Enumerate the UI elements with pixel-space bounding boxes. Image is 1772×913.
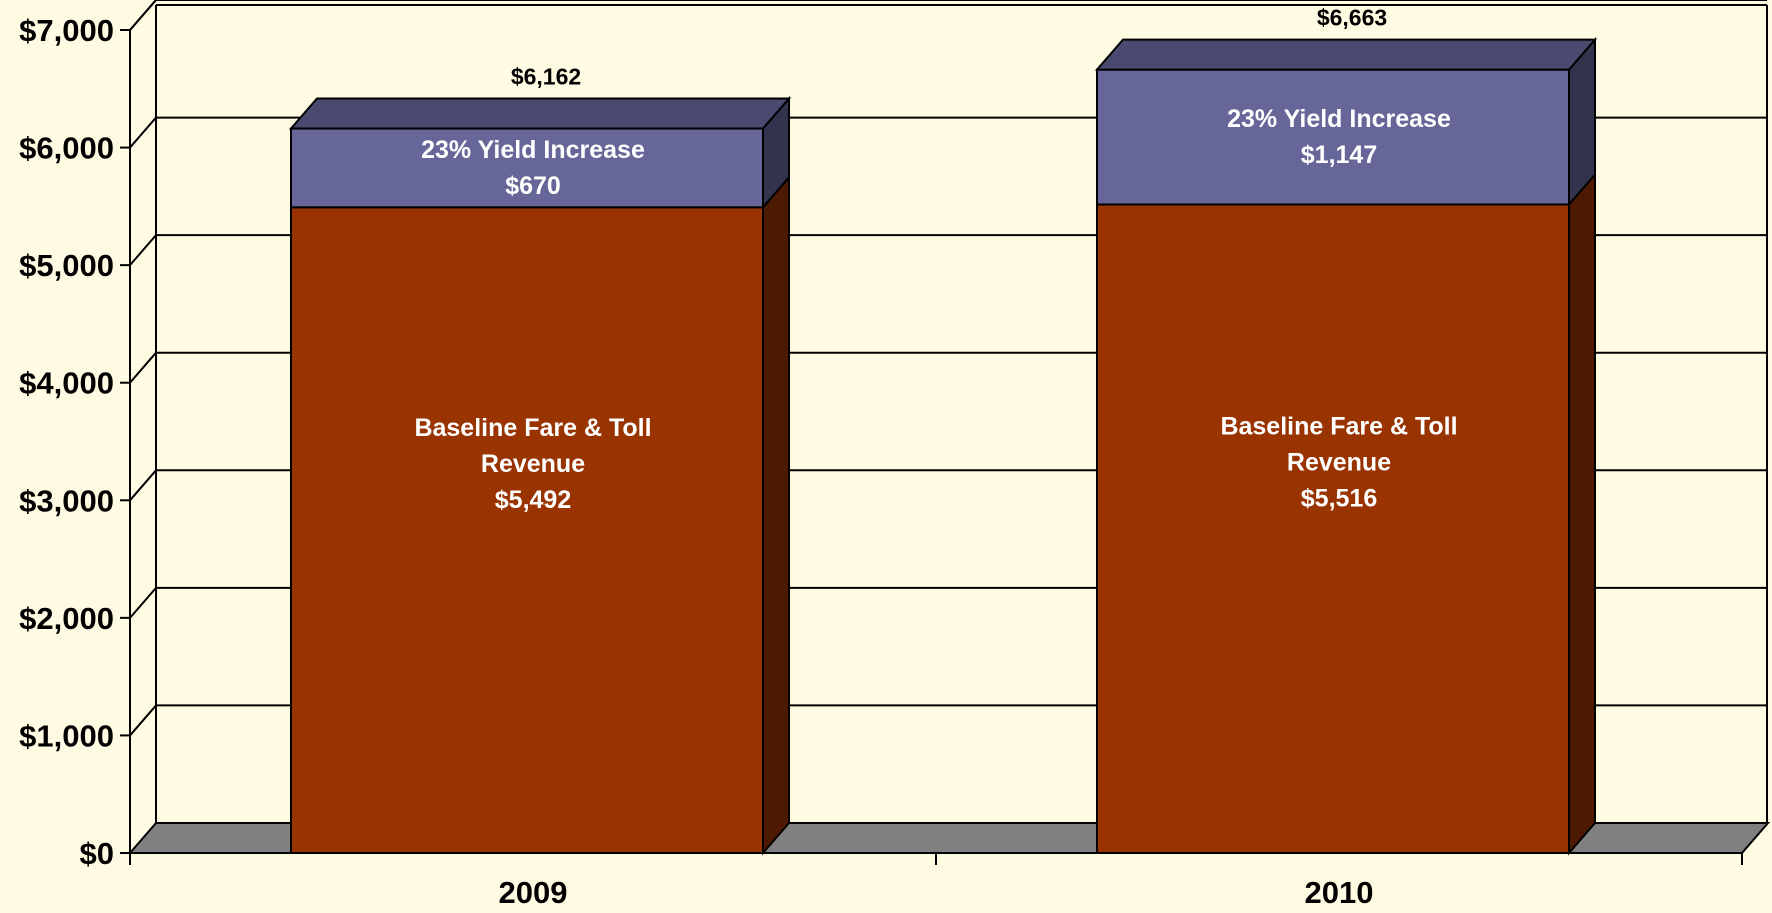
bar-yield-2010 xyxy=(1096,68,1570,206)
segment-label-baseline: $5,492 xyxy=(495,486,571,514)
bar-baseline-side-2010 xyxy=(1568,171,1596,856)
bar-baseline-side-2009 xyxy=(762,174,790,856)
bar-yield-2009 xyxy=(290,127,764,209)
y-tick-label: $2,000 xyxy=(19,601,114,636)
segment-label-baseline: Baseline Fare & Toll xyxy=(414,414,651,442)
y-tick-label: $7,000 xyxy=(19,13,114,48)
segment-label-yield: 23% Yield Increase xyxy=(421,136,645,164)
y-tick-label: $3,000 xyxy=(19,483,114,518)
segment-label-yield: 23% Yield Increase xyxy=(1227,105,1451,133)
segment-label-baseline: Baseline Fare & Toll xyxy=(1220,412,1457,440)
y-tick-label: $6,000 xyxy=(19,131,114,166)
total-label: $6,663 xyxy=(1317,5,1387,31)
bar-baseline-2009 xyxy=(290,206,764,854)
gridline-diagonal xyxy=(129,116,157,149)
y-tick-label: $4,000 xyxy=(19,366,114,401)
gridline-diagonal xyxy=(129,704,157,737)
y-tick-label: $1,000 xyxy=(19,718,114,753)
y-tick-label: $0 xyxy=(80,836,114,871)
y-axis-top-diagonal xyxy=(129,0,157,31)
segment-label-yield: $670 xyxy=(505,172,561,200)
segment-label-baseline: Revenue xyxy=(481,450,585,478)
x-category-label: 2010 xyxy=(1305,875,1374,910)
gridline-diagonal xyxy=(129,469,157,501)
total-label: $6,162 xyxy=(511,64,581,90)
bars xyxy=(288,36,1598,856)
bar-baseline-2010 xyxy=(1096,203,1570,854)
y-tick-label: $5,000 xyxy=(19,248,114,283)
gridline-diagonal xyxy=(129,587,157,619)
bar-top-2010 xyxy=(1094,38,1598,71)
gridline-diagonal xyxy=(129,352,157,384)
segment-label-baseline: $5,516 xyxy=(1301,484,1377,512)
segment-label-baseline: Revenue xyxy=(1287,448,1391,476)
labels: $0 $1,000 $2,000 $3,000 $4,000 $5,000 $6,000 $7… xyxy=(19,5,1457,910)
x-category-label: 2009 xyxy=(499,875,568,910)
segment-label-yield: $1,147 xyxy=(1301,141,1377,169)
bar-top-2009 xyxy=(288,97,792,130)
gridline-diagonal xyxy=(129,234,157,266)
